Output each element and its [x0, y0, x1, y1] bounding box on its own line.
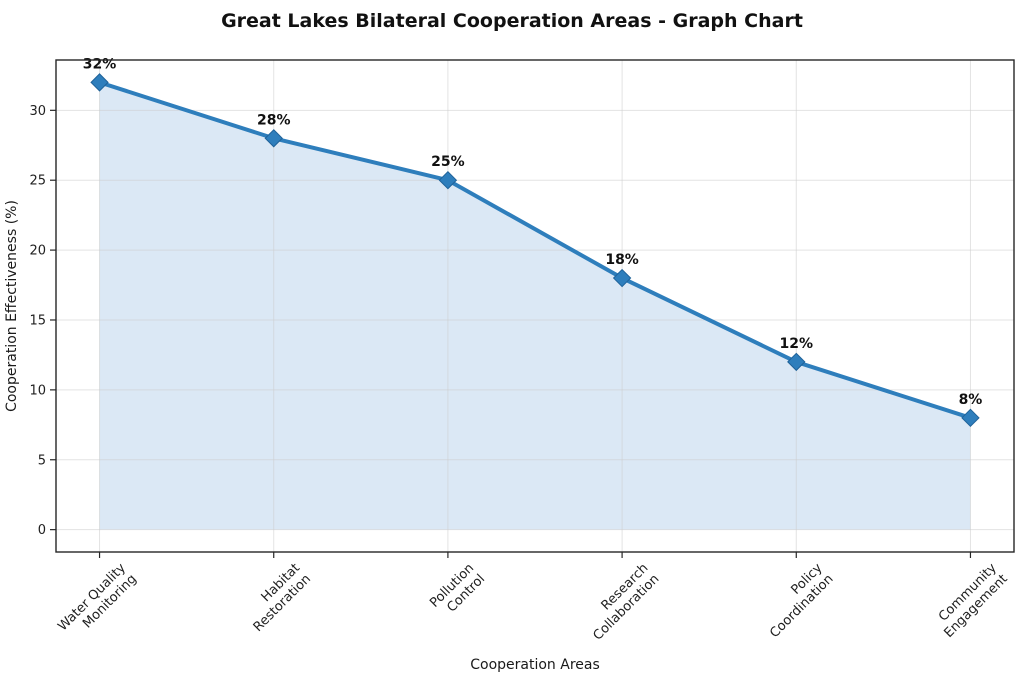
x-tick-label: Water QualityMonitoring: [55, 560, 140, 645]
x-tick-label: PollutionControl: [427, 561, 488, 622]
plot-border: [55, 59, 1015, 553]
data-line: [97, 80, 973, 420]
y-tick-label: 20: [29, 244, 46, 259]
data-point-marker: [787, 352, 806, 372]
data-point-label: 28%: [257, 112, 291, 128]
x-axis-title: Cooperation Areas: [470, 657, 600, 673]
data-point-label: 12%: [780, 336, 814, 352]
y-tick-label: 0: [38, 523, 46, 538]
y-axis-title: Cooperation Effectiveness (%): [4, 200, 20, 412]
y-tick-label: 5: [38, 453, 46, 468]
y-tick-label: 25: [29, 174, 46, 189]
data-point-label: 8%: [959, 392, 983, 408]
data-point-label: 25%: [431, 154, 465, 170]
x-tick-label: ResearchCollaboration: [580, 561, 663, 644]
area-fill: [99, 82, 971, 530]
data-point-label: 18%: [605, 252, 639, 268]
x-tick-label: PolicyCoordination: [756, 560, 837, 641]
data-point-marker: [961, 408, 980, 428]
data-point-label: 32%: [83, 56, 117, 72]
y-tick-label: 30: [29, 104, 46, 119]
y-tick-label: 10: [29, 383, 46, 398]
chart-layers: 32% 28% 25% 18% 12% 8% 0 5 10 15 20 25 30 Water Quali…: [29, 56, 1015, 645]
chart-title: Great Lakes Bilateral Cooperation Areas …: [221, 10, 803, 32]
data-point-marker: [438, 170, 458, 190]
data-point-marker: [612, 268, 632, 288]
data-point-marker: [264, 129, 283, 148]
x-tick-label: CommunityEngagement: [931, 560, 1011, 640]
y-tick-label: 15: [29, 313, 46, 328]
data-point-marker: [90, 73, 109, 92]
x-tick-label: HabitatRestoration: [240, 561, 314, 635]
